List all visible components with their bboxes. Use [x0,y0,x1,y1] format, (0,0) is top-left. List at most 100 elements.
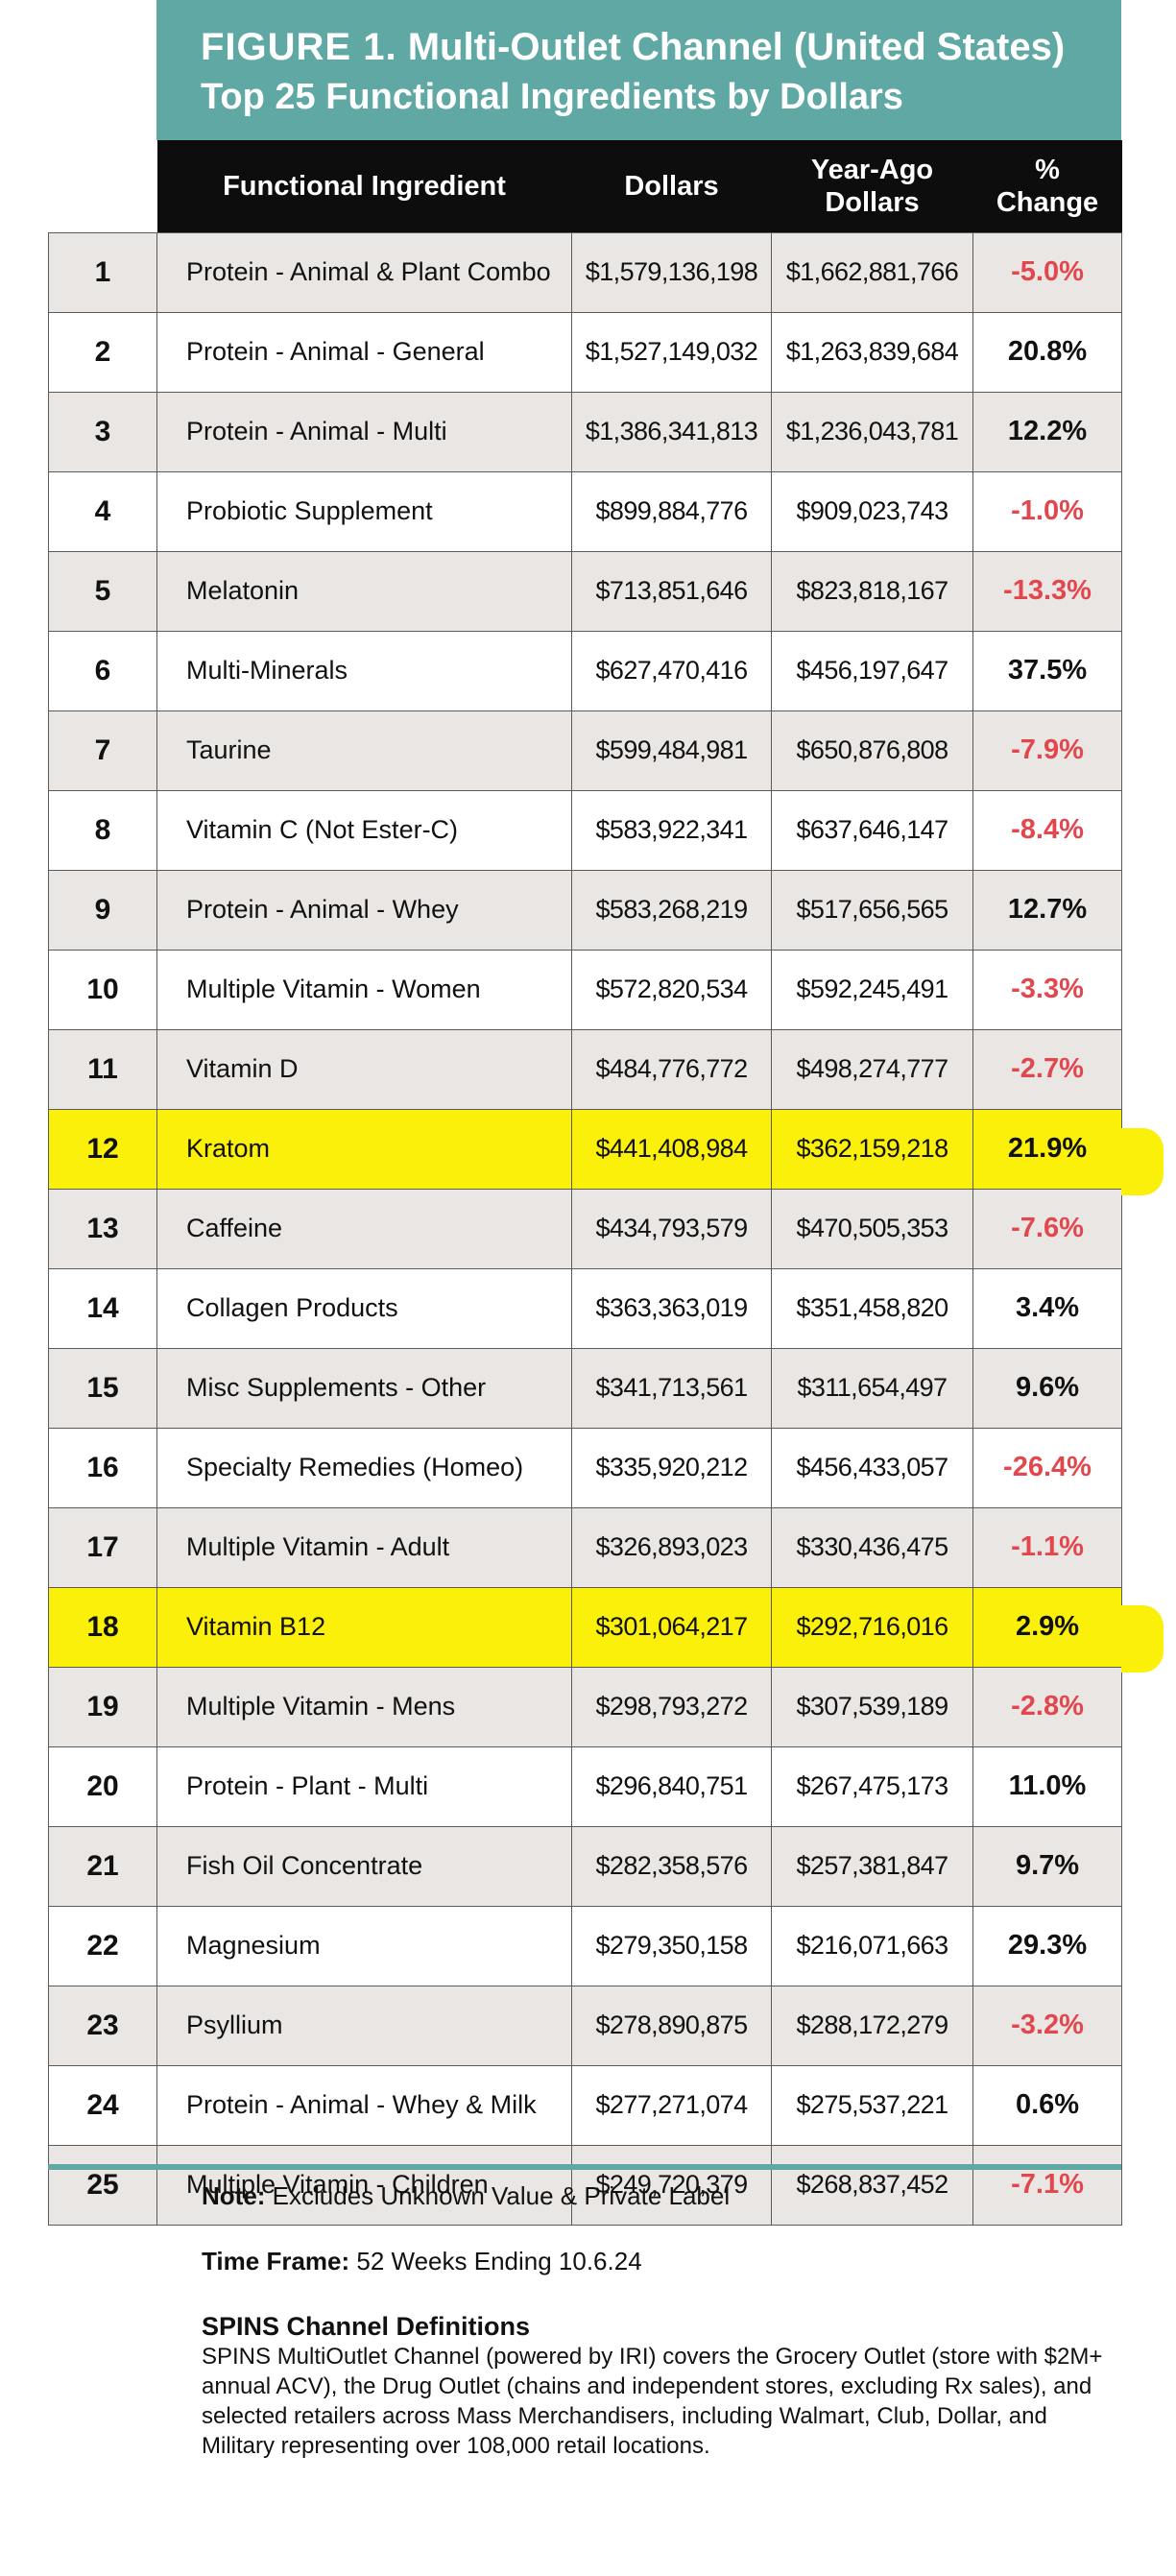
table-row: 22 Magnesium $279,350,158 $216,071,663 29.3% [48,1905,1122,1986]
ingredient-cell: Protein - Animal - Whey & Milk [156,2064,572,2146]
dollars-cell: $277,271,074 [571,2064,772,2146]
table-row: 16 Specialty Remedies (Homeo) $335,920,212… [48,1427,1122,1508]
table-row: 4 Probiotic Supplement $899,884,776 $909,02… [48,470,1122,552]
dollars-cell: $363,363,019 [571,1267,772,1349]
rank-cell: 20 [48,1745,157,1827]
percent-change-cell: -8.4% [972,789,1122,871]
rank-cell: 4 [48,470,157,552]
rank-cell: 21 [48,1825,157,1907]
percent-change-cell: -7.9% [972,710,1122,791]
rank-cell: 2 [48,311,157,393]
dollars-cell: $583,268,219 [571,869,772,951]
year-ago-dollars-cell: $517,656,565 [771,869,973,951]
table-row: 8 Vitamin C (Not Ester-C) $583,922,341 $637… [48,789,1122,871]
year-ago-dollars-cell: $275,537,221 [771,2064,973,2146]
rank-cell: 8 [48,789,157,871]
rank-cell: 25 [48,2144,157,2226]
table-row: 20 Protein - Plant - Multi $296,840,751 $26… [48,1745,1122,1827]
rank-cell: 7 [48,710,157,791]
timeframe-line: Time Frame: 52 Weeks Ending 10.6.24 [202,2247,642,2276]
percent-change-cell: 3.4% [972,1267,1122,1349]
table-row: 5 Melatonin $713,851,646 $823,818,167 -13.3% [48,550,1122,632]
year-ago-dollars-cell: $456,197,647 [771,630,973,711]
percent-change-cell: -5.0% [972,231,1122,313]
rank-cell: 10 [48,949,157,1030]
percent-change-cell: 37.5% [972,630,1122,711]
dollars-cell: $599,484,981 [571,710,772,791]
dollars-cell: $713,851,646 [571,550,772,632]
definitions-text: SPINS MultiOutlet Channel (powered by IR… [202,2344,1103,2459]
ingredient-cell: Protein - Animal - Multi [156,391,572,472]
ingredients-table: Functional Ingredient Dollars Year-Ago Do… [48,140,1122,2226]
percent-change-cell: 9.6% [972,1347,1122,1429]
year-ago-dollars-cell: $268,837,452 [771,2144,973,2226]
year-ago-column-header: Year-Ago Dollars [771,140,973,232]
dollars-cell: $899,884,776 [571,470,772,552]
rank-cell: 6 [48,630,157,711]
year-ago-dollars-cell: $650,876,808 [771,710,973,791]
dollars-cell: $298,793,272 [571,1666,772,1747]
ingredient-cell: Protein - Animal - Whey [156,869,572,951]
percent-change-cell: 21.9% [972,1108,1122,1190]
rank-cell: 16 [48,1427,157,1508]
year-ago-dollars-cell: $909,023,743 [771,470,973,552]
note-label: Note: [202,2181,266,2210]
percent-change-cell: -1.1% [972,1506,1122,1588]
note-text: Excludes Unknown Value & Private Label [272,2181,731,2210]
ingredient-cell: Misc Supplements - Other [156,1347,572,1429]
rank-cell: 9 [48,869,157,951]
year-ago-dollars-cell: $288,172,279 [771,1985,973,2066]
ingredient-cell: Multiple Vitamin - Children [156,2144,572,2226]
ingredient-cell: Psyllium [156,1985,572,2066]
rank-cell: 14 [48,1267,157,1349]
rank-cell: 17 [48,1506,157,1588]
table-row: 18 Vitamin B12 $301,064,217 $292,716,016 2.9… [48,1586,1122,1668]
table-row: 24 Protein - Animal - Whey & Milk $277,271… [48,2064,1122,2146]
definitions-title: SPINS Channel Definitions [202,2312,531,2341]
year-ago-dollars-cell: $362,159,218 [771,1108,973,1190]
year-ago-dollars-cell: $498,274,777 [771,1028,973,1110]
percent-change-cell: -7.6% [972,1188,1122,1269]
percent-change-cell: 12.7% [972,869,1122,951]
table-row: 7 Taurine $599,484,981 $650,876,808 -7.9% [48,710,1122,791]
percent-change-cell: -26.4% [972,1427,1122,1508]
ingredient-cell: Fish Oil Concentrate [156,1825,572,1907]
table-row: 17 Multiple Vitamin - Adult $326,893,023 $3… [48,1506,1122,1588]
table-row: 25 Multiple Vitamin - Children $249,720,37… [48,2144,1122,2226]
year-ago-dollars-cell: $1,662,881,766 [771,231,973,313]
ingredient-cell: Kratom [156,1108,572,1190]
year-ago-dollars-cell: $330,436,475 [771,1506,973,1588]
year-ago-dollars-cell: $216,071,663 [771,1905,973,1986]
dollars-cell: $278,890,875 [571,1985,772,2066]
table-row: 11 Vitamin D $484,776,772 $498,274,777 -2.7% [48,1028,1122,1110]
dollars-cell: $296,840,751 [571,1745,772,1827]
rank-cell: 24 [48,2064,157,2146]
rank-cell: 19 [48,1666,157,1747]
rank-header [48,140,157,232]
dollars-cell: $301,064,217 [571,1586,772,1668]
table-row: 14 Collagen Products $363,363,019 $351,458,… [48,1267,1122,1349]
dollars-cell: $1,579,136,198 [571,231,772,313]
dollars-cell: $627,470,416 [571,630,772,711]
percent-change-cell: 0.6% [972,2064,1122,2146]
year-ago-dollars-cell: $456,433,057 [771,1427,973,1508]
dollars-cell: $326,893,023 [571,1506,772,1588]
rank-cell: 18 [48,1586,157,1668]
percent-change-cell: -2.8% [972,1666,1122,1747]
dollars-cell: $335,920,212 [571,1427,772,1508]
highlight-smudge-12 [1121,1128,1164,1195]
rank-cell: 15 [48,1347,157,1429]
dollars-cell: $249,720,379 [571,2144,772,2226]
ingredient-cell: Probiotic Supplement [156,470,572,552]
highlight-smudge-18 [1121,1605,1164,1673]
ingredient-cell: Multiple Vitamin - Adult [156,1506,572,1588]
percent-change-cell: 12.2% [972,391,1122,472]
dollars-column-header: Dollars [571,140,772,232]
ingredient-cell: Taurine [156,710,572,791]
ingredient-cell: Protein - Animal - General [156,311,572,393]
percent-change-cell: -13.3% [972,550,1122,632]
year-ago-dollars-cell: $1,236,043,781 [771,391,973,472]
ingredient-cell: Collagen Products [156,1267,572,1349]
table-row: 21 Fish Oil Concentrate $282,358,576 $257,3… [48,1825,1122,1907]
year-ago-dollars-cell: $257,381,847 [771,1825,973,1907]
